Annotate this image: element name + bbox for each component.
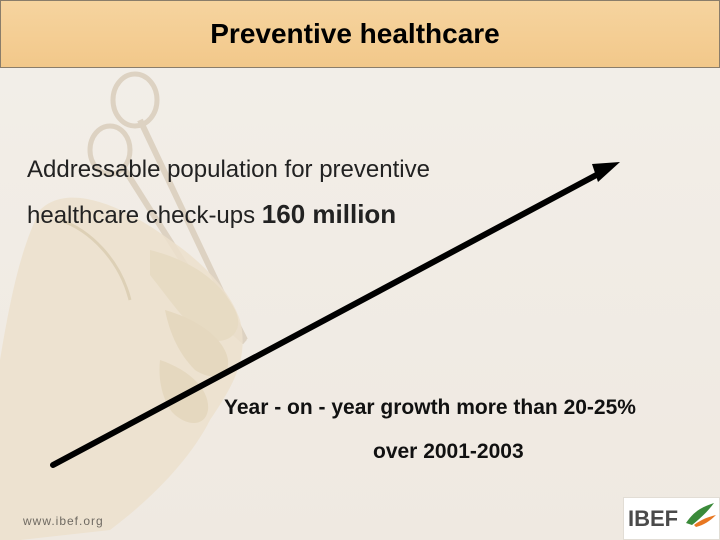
title-bar: Preventive healthcare: [0, 0, 720, 68]
footer-url: www.ibef.org: [23, 514, 104, 528]
logo-tagline: [628, 531, 716, 536]
growth-text-line1: Year - on - year growth more than 20-25%: [224, 396, 636, 419]
ibef-logo: IBEF: [623, 497, 720, 540]
population-figure: 160 million: [261, 199, 397, 229]
growth-text-line2: over 2001-2003: [373, 440, 524, 463]
logo-text: IBEF: [628, 506, 679, 531]
addressable-population-line2: healthcare check-ups 160 million: [27, 199, 396, 230]
line2-prefix: healthcare check-ups: [27, 202, 262, 229]
page-title: Preventive healthcare: [210, 18, 500, 49]
growth-arrow-shaft: [50, 169, 605, 468]
gloved-hand-forceps-illustration: [0, 71, 248, 540]
addressable-population-line1: Addressable population for preventive: [27, 156, 430, 183]
growth-arrow-head: [592, 162, 620, 182]
ibef-bird-logo-icon: [686, 503, 716, 527]
